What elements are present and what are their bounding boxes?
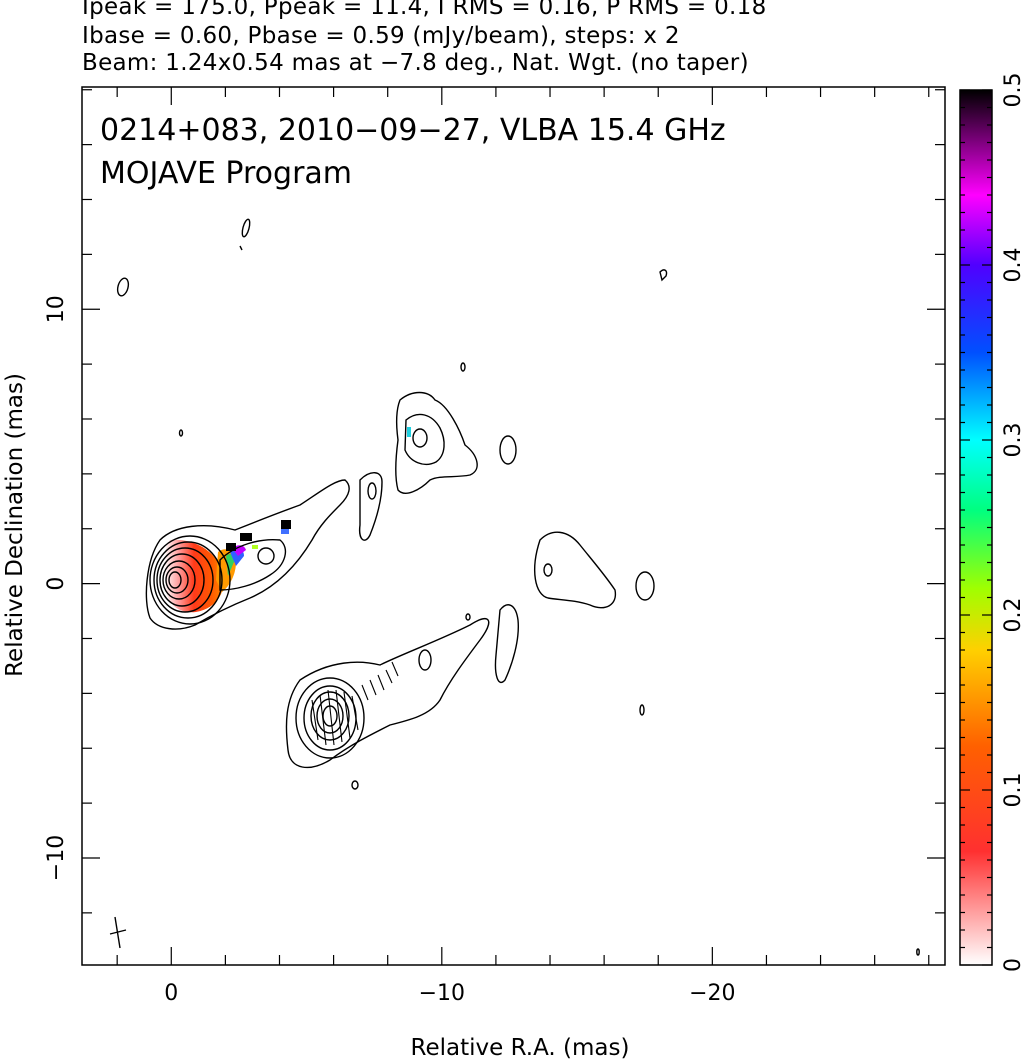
- y-tick-label: −10: [44, 835, 69, 881]
- contour-isolated-knot: [534, 531, 617, 609]
- y-axis-label: Relative Declination (mas): [2, 373, 28, 677]
- plot-subtitle: MOJAVE Program: [100, 156, 352, 191]
- x-tick-label: 0: [164, 981, 178, 1006]
- colorbar-tick-label: 0.5: [1001, 73, 1021, 108]
- polarization-image: [164, 427, 411, 613]
- tick-labels: 0 −10 −20 −10 0 10: [44, 295, 736, 1006]
- colorbar-tick-label: 0.1: [1001, 773, 1021, 808]
- plot-title: 0214+083, 2010−09−27, VLBA 15.4 GHz: [100, 113, 726, 148]
- plot-frame: [81, 86, 946, 966]
- colorbar-tick-label: 0.2: [1001, 598, 1021, 633]
- x-tick-label: −20: [689, 981, 735, 1006]
- colorbar-tick-label: 0.4: [1001, 248, 1021, 283]
- y-tick-label: 10: [44, 295, 69, 323]
- colorbar-labels: 0 0.1 0.2 0.3 0.4 0.5: [1001, 73, 1021, 973]
- contour-outer-core-jet: [145, 479, 350, 630]
- contour-southern-outer: [285, 618, 490, 769]
- stats-line-1: Ipeak = 175.0, Ppeak = 11.4, I RMS = 0.1…: [82, 0, 767, 20]
- x-tick-label: −10: [419, 981, 465, 1006]
- colorbar-tick-label: 0: [1001, 958, 1021, 972]
- beam-marker: [109, 916, 127, 949]
- colorbar-ticks: [960, 89, 992, 966]
- colorbar-tick-label: 0.3: [1001, 423, 1021, 458]
- contours: [116, 218, 920, 956]
- polarization-vectors: [311, 661, 399, 746]
- contour-outer-knot: [395, 391, 478, 494]
- y-tick-label: 0: [44, 577, 69, 591]
- beam-info-line: Beam: 1.24x0.54 mas at −7.8 deg., Nat. W…: [82, 50, 749, 76]
- x-axis-label: Relative R.A. (mas): [411, 1035, 630, 1060]
- stats-line-2: Ibase = 0.60, Pbase = 0.59 (mJy/beam), s…: [82, 23, 680, 49]
- plot-ticks: [82, 87, 945, 965]
